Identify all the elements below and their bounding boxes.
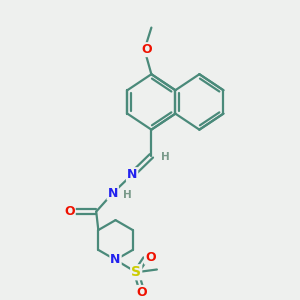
Text: N: N	[110, 253, 121, 266]
Text: H: H	[123, 190, 131, 200]
Text: O: O	[145, 251, 156, 264]
Text: H: H	[161, 152, 170, 162]
Text: O: O	[137, 286, 148, 299]
Text: N: N	[108, 187, 118, 200]
Text: N: N	[127, 168, 137, 181]
Text: S: S	[131, 265, 141, 279]
Text: O: O	[141, 43, 152, 56]
Text: O: O	[64, 205, 75, 218]
